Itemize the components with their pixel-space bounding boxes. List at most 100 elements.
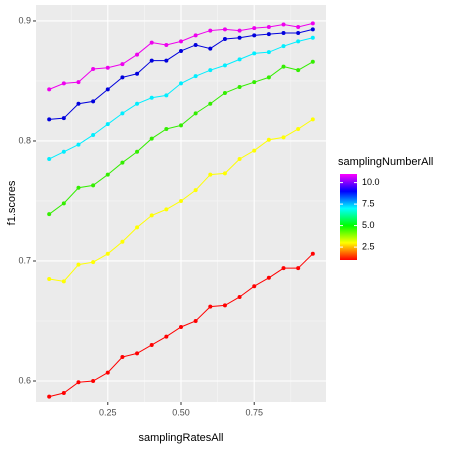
colorbar-tick-label: 2.5 — [362, 241, 375, 251]
point — [149, 342, 154, 347]
point — [266, 75, 271, 80]
point — [120, 160, 125, 165]
point — [281, 135, 286, 140]
legend-title: samplingNumberAll — [338, 156, 433, 168]
point — [135, 149, 140, 154]
point — [266, 137, 271, 142]
point — [179, 81, 183, 86]
point — [296, 30, 301, 35]
point — [91, 260, 96, 265]
colorbar-tick-label: 10.0 — [362, 177, 380, 187]
point — [281, 266, 286, 271]
point — [47, 276, 52, 281]
point — [252, 26, 257, 31]
point — [252, 148, 257, 153]
x-tick-label: 0.75 — [245, 407, 263, 417]
point — [222, 171, 227, 176]
point — [296, 68, 301, 73]
point — [61, 390, 66, 395]
point — [179, 324, 183, 329]
point — [76, 380, 81, 385]
point — [61, 81, 66, 86]
point — [310, 117, 315, 122]
point — [120, 354, 125, 359]
point — [208, 304, 213, 309]
point — [164, 58, 169, 63]
point — [296, 266, 301, 271]
y-tick-label: 0.7 — [18, 255, 31, 265]
point — [164, 126, 169, 131]
point — [237, 57, 242, 62]
point — [222, 63, 227, 68]
point — [164, 42, 169, 47]
point — [135, 52, 140, 57]
point — [237, 294, 242, 299]
point — [193, 74, 198, 79]
point — [91, 99, 96, 104]
point — [120, 111, 125, 116]
point — [120, 62, 125, 67]
point — [135, 225, 140, 230]
point — [310, 251, 315, 256]
point — [252, 33, 257, 38]
y-tick-label: 0.8 — [18, 135, 31, 145]
point — [193, 318, 198, 323]
point — [164, 207, 169, 212]
point — [237, 156, 242, 161]
point — [91, 378, 96, 383]
point — [208, 101, 213, 106]
point — [91, 183, 96, 188]
point — [179, 123, 183, 128]
point — [237, 28, 242, 33]
point — [237, 84, 242, 89]
y-tick-label: 0.9 — [18, 15, 31, 25]
point — [193, 33, 198, 38]
point — [208, 172, 213, 177]
point — [105, 251, 110, 256]
point — [47, 394, 52, 399]
point — [208, 46, 213, 51]
point — [120, 239, 125, 244]
point — [222, 303, 227, 308]
colorbar — [340, 174, 357, 260]
point — [310, 27, 315, 32]
point — [149, 213, 154, 218]
y-tick-label: 0.6 — [18, 375, 31, 385]
point — [310, 59, 315, 64]
point — [266, 275, 271, 280]
point — [105, 87, 110, 92]
colorbar-tick-label: 5.0 — [362, 220, 375, 230]
point — [91, 66, 96, 71]
point — [222, 27, 227, 32]
point — [281, 22, 286, 27]
point — [296, 126, 301, 131]
point — [47, 212, 52, 217]
point — [266, 24, 271, 29]
point — [105, 65, 110, 70]
point — [105, 370, 110, 375]
point — [76, 101, 81, 106]
point — [281, 44, 286, 49]
x-tick-label: 0.50 — [172, 407, 190, 417]
point — [61, 149, 66, 154]
point — [105, 122, 110, 127]
point — [281, 30, 286, 35]
point — [76, 80, 81, 85]
point — [179, 48, 183, 53]
point — [47, 87, 52, 92]
point — [76, 142, 81, 147]
point — [296, 39, 301, 44]
point — [47, 117, 52, 122]
point — [164, 93, 169, 98]
point — [105, 172, 110, 177]
point — [237, 35, 242, 40]
point — [179, 198, 183, 203]
point — [135, 71, 140, 76]
point — [193, 42, 198, 47]
point — [281, 64, 286, 69]
point — [252, 51, 257, 56]
point — [222, 36, 227, 41]
point — [266, 50, 271, 55]
point — [149, 95, 154, 100]
